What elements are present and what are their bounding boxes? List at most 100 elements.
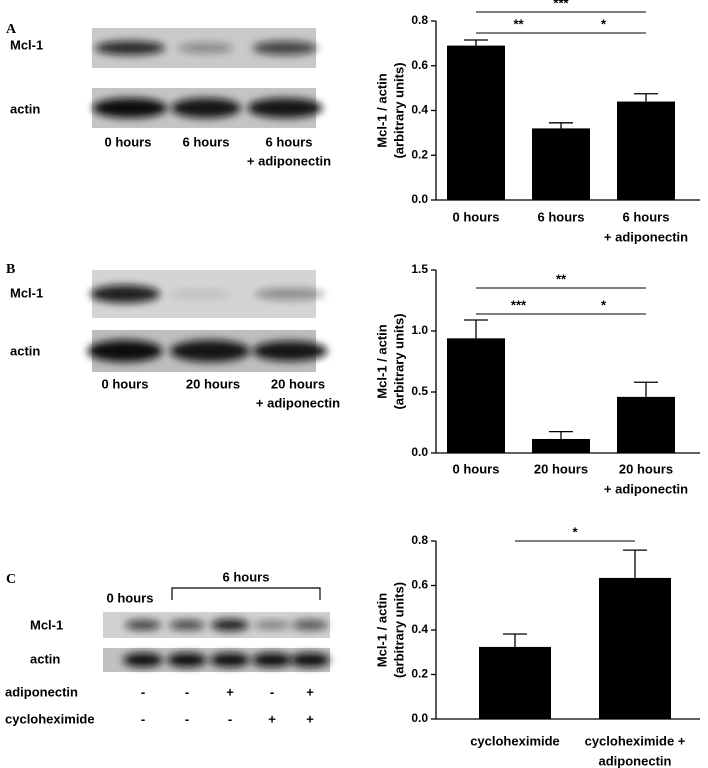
y-tick-label: 0.4: [411, 103, 428, 117]
blot-band: [125, 620, 161, 630]
blot-band: [171, 98, 241, 118]
x-tick-label: 6 hours: [538, 209, 585, 224]
significance-label: *: [572, 524, 578, 539]
panel-label: B: [6, 262, 15, 277]
treatment-sign: -: [141, 711, 145, 726]
y-axis-label: (arbitrary units): [391, 313, 406, 409]
treatment-label: adiponectin: [5, 684, 78, 699]
lane-label: 0 hours: [102, 376, 149, 391]
y-tick-label: 0.2: [411, 667, 428, 681]
blot-band: [169, 620, 205, 630]
row-label: actin: [30, 651, 60, 666]
blot-band: [255, 288, 325, 300]
treatment-sign: -: [228, 711, 232, 726]
blot-band: [290, 653, 330, 667]
row-label: Mcl-1: [30, 617, 63, 632]
y-tick-label: 1.0: [411, 323, 428, 337]
blot-band: [178, 43, 234, 53]
blot-band: [167, 653, 207, 667]
lane-label: 20 hours: [271, 376, 325, 391]
x-tick-label: cycloheximide: [470, 733, 560, 748]
group-bracket: [171, 587, 321, 600]
blot-band: [254, 621, 290, 629]
blot-band: [170, 290, 230, 298]
y-tick-label: 0.2: [411, 147, 428, 161]
treatment-label: cycloheximide: [5, 711, 95, 726]
y-axis-label: (arbitrary units): [391, 62, 406, 158]
blot-band: [123, 653, 163, 667]
treatment-sign: +: [226, 684, 234, 699]
y-tick-label: 0.8: [411, 13, 428, 27]
y-tick-label: 0.6: [411, 578, 428, 592]
treatment-sign: -: [185, 711, 189, 726]
y-axis-label: Mcl-1 / actin: [374, 593, 389, 667]
x-tick-label: 0 hours: [453, 209, 500, 224]
group-label: 6 hours: [223, 569, 270, 584]
treatment-sign: +: [306, 684, 314, 699]
y-tick-label: 0.4: [411, 622, 428, 636]
blot-band: [170, 340, 250, 362]
x-tick-label: cycloheximide +: [585, 733, 686, 748]
bar: [479, 646, 551, 719]
blot-band: [95, 41, 165, 55]
row-label: actin: [10, 101, 40, 116]
significance-label: ***: [511, 297, 527, 312]
significance-label: *: [601, 297, 607, 312]
y-tick-label: 0.5: [411, 384, 428, 398]
x-tick-label: 6 hours: [623, 209, 670, 224]
y-tick-label: 0.6: [411, 58, 428, 72]
row-label: Mcl-1: [10, 37, 43, 52]
bar: [617, 396, 675, 453]
row-label: Mcl-1: [10, 285, 43, 300]
panel-label: C: [6, 572, 16, 587]
blot-band: [252, 653, 292, 667]
lane-label: 0 hours: [105, 134, 152, 149]
x-tick-label: 0 hours: [453, 461, 500, 476]
row-label: actin: [10, 343, 40, 358]
x-tick-label: 20 hours: [619, 461, 673, 476]
lane-label: 20 hours: [186, 376, 240, 391]
blot-band: [252, 341, 328, 361]
y-tick-label: 0.0: [411, 445, 428, 459]
significance-label: **: [513, 16, 524, 31]
blot-band: [87, 340, 163, 362]
significance-label: *: [601, 16, 607, 31]
blot-band: [92, 98, 168, 118]
y-tick-label: 0.8: [411, 533, 428, 547]
lane-label: 6 hours: [183, 134, 230, 149]
lane-label: + adiponectin: [256, 395, 340, 410]
blot-band: [210, 653, 250, 667]
blot-band: [247, 98, 323, 118]
x-tick-label: + adiponectin: [604, 229, 688, 244]
y-axis-label: Mcl-1 / actin: [374, 73, 389, 147]
significance-label: **: [556, 271, 567, 286]
y-axis-label: (arbitrary units): [391, 582, 406, 678]
blot-band: [292, 620, 328, 630]
significance-label: ***: [553, 0, 569, 10]
y-tick-label: 0.0: [411, 711, 428, 725]
x-tick-label: + adiponectin: [604, 481, 688, 496]
blot-band: [90, 285, 160, 303]
panel-label: A: [6, 22, 17, 37]
bar: [532, 128, 590, 200]
x-tick-label: adiponectin: [599, 753, 672, 768]
y-axis-label: Mcl-1 / actin: [374, 324, 389, 398]
bar: [447, 45, 505, 200]
x-tick-label: 20 hours: [534, 461, 588, 476]
lane-label: + adiponectin: [247, 153, 331, 168]
bar: [599, 577, 671, 719]
lane-label: 6 hours: [266, 134, 313, 149]
bar: [532, 438, 590, 453]
bar: [617, 101, 675, 200]
treatment-sign: -: [141, 684, 145, 699]
treatment-sign: -: [270, 684, 274, 699]
blot-band: [252, 41, 318, 55]
y-tick-label: 1.5: [411, 262, 428, 276]
blot-band: [211, 619, 249, 631]
treatment-sign: +: [268, 711, 276, 726]
bar: [447, 338, 505, 453]
y-tick-label: 0.0: [411, 192, 428, 206]
treatment-sign: -: [185, 684, 189, 699]
treatment-sign: +: [306, 711, 314, 726]
